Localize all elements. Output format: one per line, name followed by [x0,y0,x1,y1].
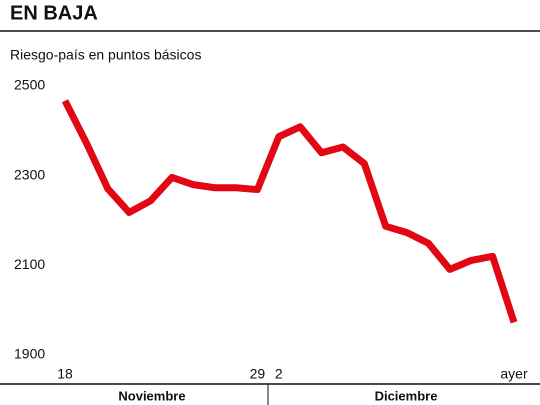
x-tick-label: ayer [500,366,528,382]
month-label: Noviembre [118,388,185,403]
x-tick-label: 29 [250,366,266,382]
data-line [61,99,518,324]
y-tick-label: 2500 [14,77,45,93]
chart-title: EN BAJA [10,2,98,24]
y-tick-label: 2100 [14,256,45,272]
x-tick-label: 18 [57,366,73,382]
chart-subtitle: Riesgo-país en puntos básicos [10,47,201,63]
y-tick-label: 2300 [14,166,45,182]
x-tick-label: 2 [275,366,283,382]
month-label: Diciembre [375,388,438,403]
y-tick-label: 1900 [14,346,45,362]
